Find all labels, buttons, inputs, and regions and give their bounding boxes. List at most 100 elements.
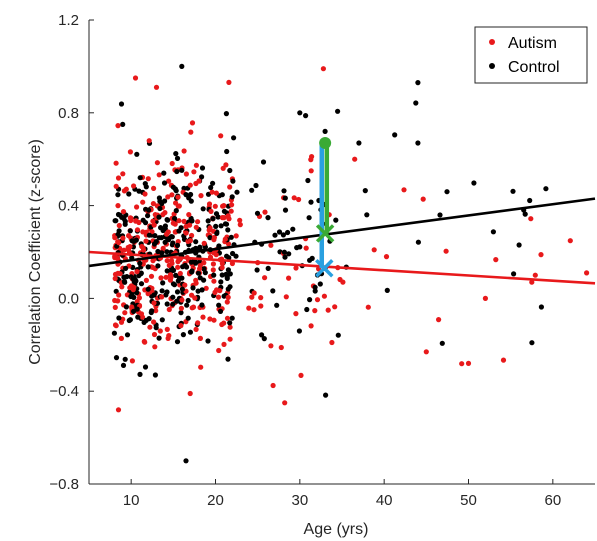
autism-point [190, 304, 197, 310]
control-point [120, 362, 127, 368]
control-point [157, 198, 163, 204]
autism-point [152, 344, 158, 350]
control-point [156, 235, 162, 241]
control-point [335, 332, 341, 338]
control-point [180, 332, 186, 338]
autism-point [120, 171, 126, 177]
control-point [444, 189, 450, 195]
control-point [522, 211, 528, 217]
autism-point [181, 148, 187, 154]
autism-point [211, 317, 217, 323]
control-point [413, 100, 419, 106]
control-point [118, 101, 125, 107]
control-point [157, 205, 163, 212]
autism-point [157, 328, 163, 334]
autism-point [224, 315, 231, 321]
autism-point [340, 279, 346, 285]
y-tick-label: −0.8 [49, 476, 79, 493]
autism-point [197, 335, 203, 341]
autism-point [189, 120, 196, 126]
x-tick-label: 40 [376, 492, 393, 509]
control-point [538, 304, 545, 310]
autism-point [308, 157, 314, 163]
control-point [312, 288, 318, 294]
control-point [179, 286, 185, 292]
control-point [169, 234, 175, 240]
autism-point [208, 208, 214, 214]
control-point [164, 301, 170, 307]
autism-point [251, 307, 257, 313]
y-tick-label: 0.4 [58, 198, 79, 215]
autism-point [365, 304, 371, 310]
autism-point [133, 218, 139, 224]
control-point [142, 364, 149, 370]
control-point [213, 223, 219, 229]
annotation-x-marker [315, 259, 334, 278]
control-point [231, 135, 237, 141]
control-point [281, 249, 287, 255]
autism-point [262, 275, 268, 281]
autism-point [128, 217, 134, 224]
autism-point [154, 160, 160, 166]
control-point [183, 458, 189, 464]
control-point [254, 210, 261, 216]
autism-point [177, 270, 183, 277]
autism-point [150, 201, 156, 207]
autism-point [151, 185, 157, 191]
control-point [164, 289, 170, 295]
control-point [304, 306, 310, 313]
control-point [199, 165, 206, 171]
control-point [510, 188, 516, 194]
control-point [138, 281, 145, 287]
control-point [323, 392, 329, 398]
autism-point [116, 292, 122, 298]
autism-point [131, 284, 137, 290]
control-point [164, 217, 170, 223]
control-point [281, 188, 287, 194]
autism-point [164, 231, 170, 237]
x-tick-label: 20 [207, 492, 224, 509]
autism-point [183, 230, 189, 236]
legend-box [474, 26, 588, 84]
control-point [356, 140, 362, 146]
control-point [185, 297, 191, 304]
control-point [306, 215, 312, 221]
control-point [274, 302, 280, 308]
control-point [210, 180, 216, 186]
autism-point [193, 326, 199, 332]
control-point [172, 215, 178, 222]
control-point [138, 270, 144, 276]
axes: 10 20 30 40 50 60 −0.8 −0.4 0.0 0.4 0.8 1.2 [49, 12, 595, 509]
control-point [123, 265, 129, 271]
autism-point [219, 215, 225, 221]
control-point [156, 335, 162, 341]
control-point [143, 184, 149, 190]
control-point [115, 192, 121, 198]
autism-point [213, 252, 219, 258]
control-point [214, 230, 220, 236]
control-point [159, 250, 165, 256]
control-point [201, 266, 207, 272]
autism-point [465, 360, 472, 366]
control-point [111, 330, 117, 336]
control-point [415, 80, 421, 86]
autism-point [321, 293, 327, 299]
control-point [253, 182, 259, 189]
autism-point [584, 270, 590, 276]
control-point [384, 287, 390, 293]
data-marks [88, 63, 596, 464]
autism-fit-line [88, 250, 596, 285]
autism-point [142, 339, 148, 345]
control-point [135, 314, 141, 320]
autism-point [212, 203, 218, 209]
autism-point [567, 238, 573, 244]
control-point [234, 189, 240, 195]
autism-point [187, 222, 193, 228]
control-point [307, 297, 313, 303]
autism-point [197, 266, 203, 272]
control-point [155, 263, 161, 269]
control-point [230, 250, 236, 257]
control-point [162, 239, 168, 245]
annotation-point [319, 136, 332, 149]
autism-point [320, 66, 326, 72]
